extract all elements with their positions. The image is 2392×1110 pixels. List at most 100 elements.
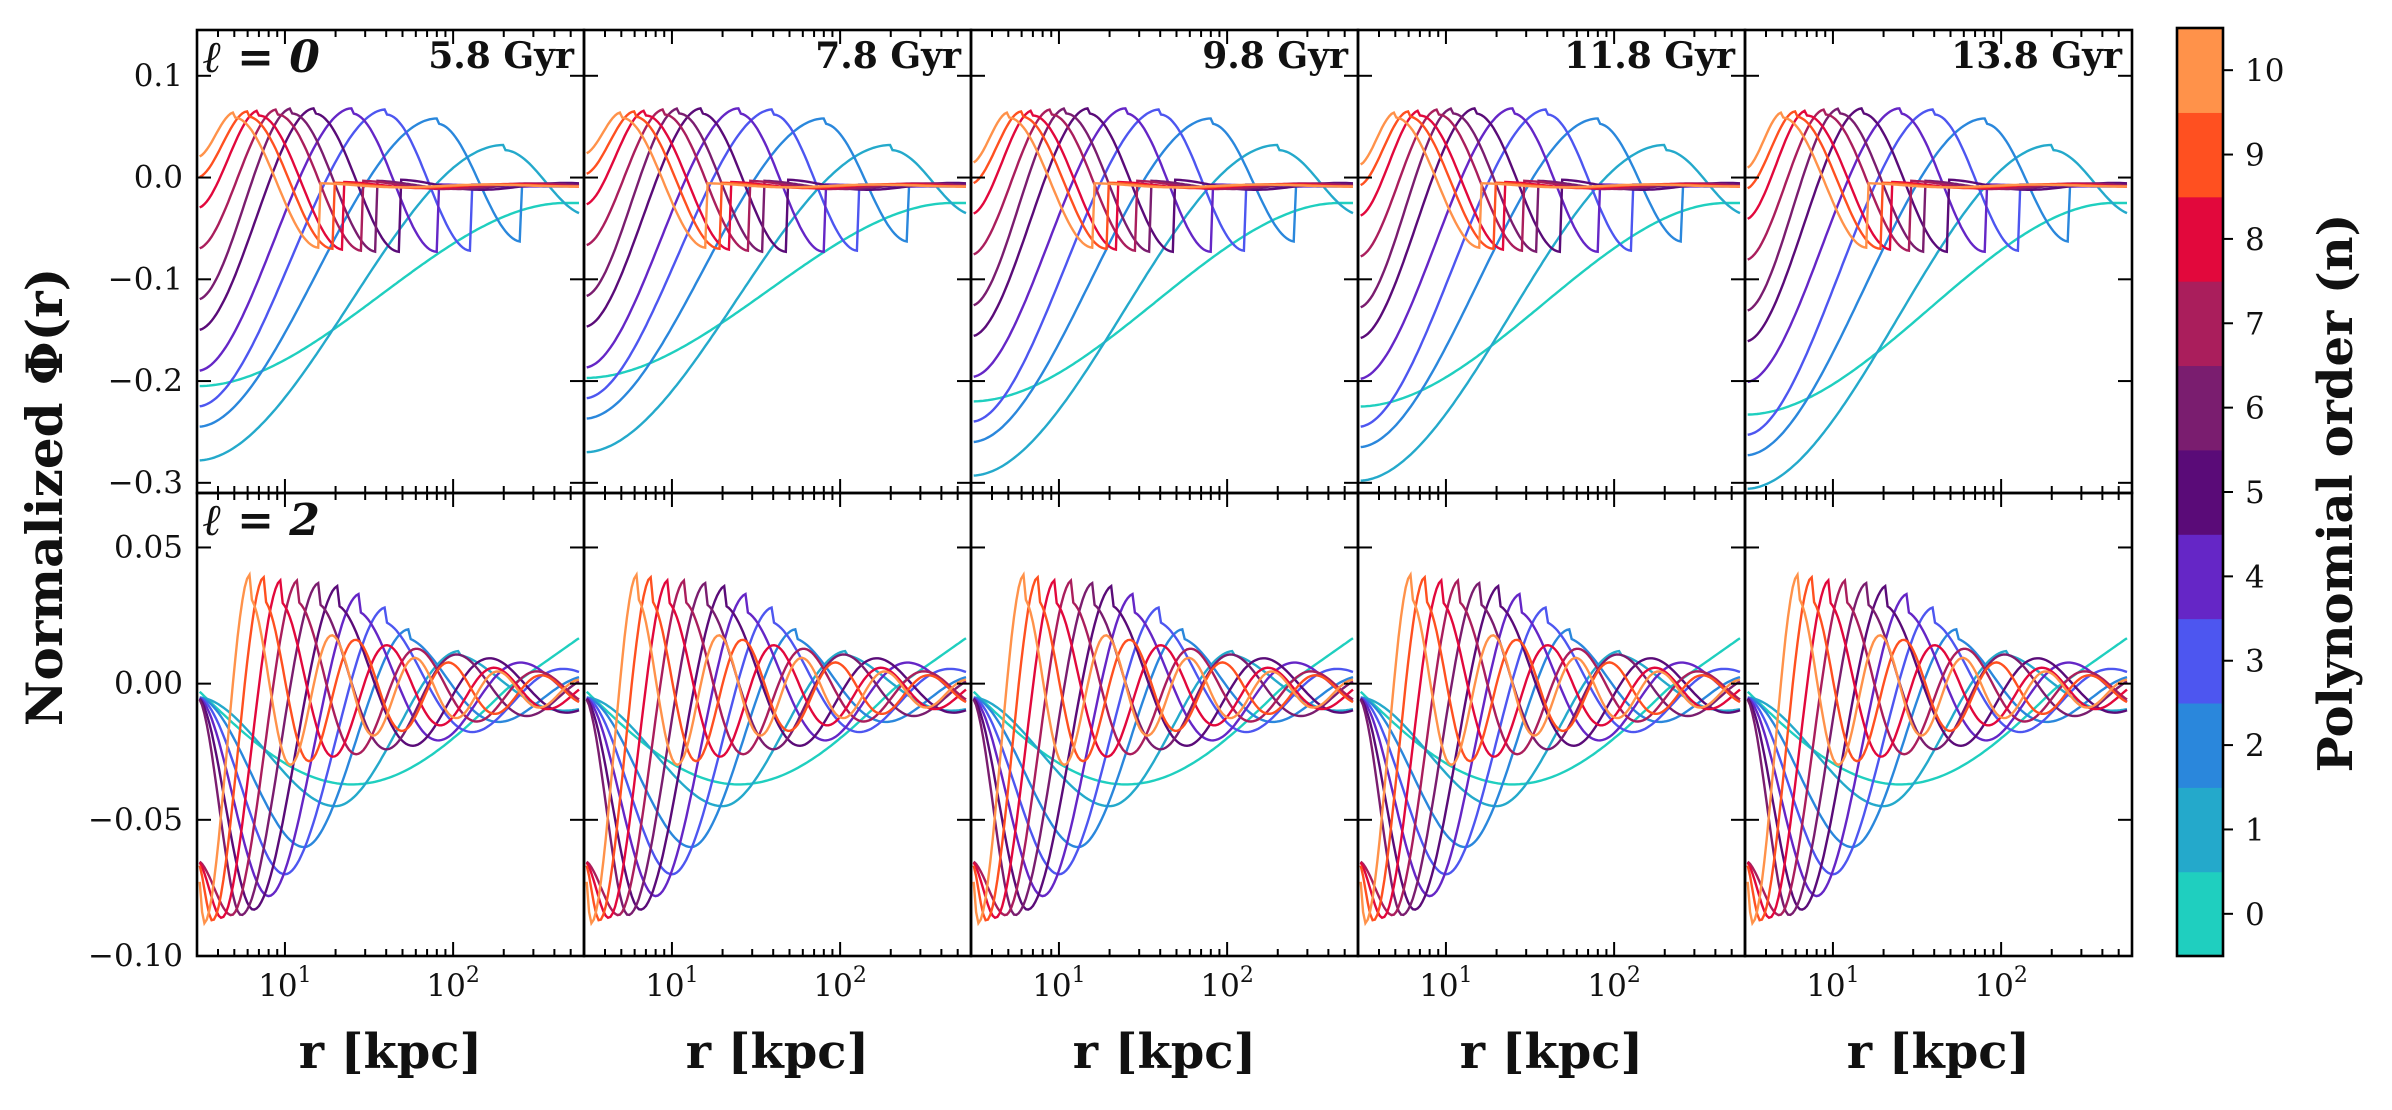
colorbar-tick-label: 3: [2245, 644, 2265, 680]
series-line-n0: [1360, 201, 1740, 408]
colorbar-segment-n10: [2177, 28, 2223, 113]
series-line-n4: [973, 107, 1353, 378]
y-tick-label: 0.00: [114, 666, 183, 702]
x-axis-label: r [kpc]: [1847, 1024, 2030, 1080]
series-line-n1: [1747, 649, 2128, 808]
x-axis-label: r [kpc]: [686, 1024, 869, 1080]
x-tick-label: 101: [1419, 963, 1472, 1004]
panel-r1-c0: 0.05 0.00 −0.05 −0.10 101 102 ℓ = 2: [88, 491, 586, 1004]
x-tick-label: 101: [1806, 963, 1859, 1004]
colorbar-tick-label: 2: [2245, 728, 2265, 764]
series-line-n4: [1746, 592, 2128, 898]
colorbar-segment-n4: [2177, 534, 2223, 620]
panel-r0-c1: 7.8 Gyr: [582, 28, 973, 495]
curves: [1746, 107, 2128, 490]
y-tick-label: 0.1: [134, 58, 183, 94]
series-line-n10: [586, 111, 966, 250]
series-line-n1: [586, 649, 967, 808]
y-tick-label: −0.2: [108, 363, 183, 399]
panel-r0-c3: 11.8 Gyr: [1356, 28, 1747, 495]
colorbar-segment-n3: [2177, 618, 2223, 704]
x-tick-label: 102: [1587, 963, 1640, 1004]
colorbar-segment-n2: [2177, 702, 2223, 788]
time-label: 7.8 Gyr: [815, 35, 962, 77]
x-tick-label: 102: [1200, 963, 1253, 1004]
series-line-n4: [198, 592, 580, 898]
curves: [585, 571, 967, 927]
series-line-n8: [1746, 577, 2128, 920]
series-line-n0: [586, 201, 966, 380]
series-line-n4: [972, 592, 1354, 898]
colorbar-segment-n0: [2177, 871, 2223, 957]
series-line-n10: [1746, 111, 2127, 250]
series-line-n10: [972, 110, 1353, 250]
series-line-n1: [199, 143, 580, 462]
series-line-n5: [1360, 107, 1741, 340]
panel-r0-c0: 0.1 0.0 −0.1 −0.2 −0.3 5.8 Gyr ℓ = 0: [108, 28, 586, 501]
series-line-n5: [972, 583, 1354, 911]
panel-frame: [1356, 28, 1747, 495]
series-line-n10: [199, 111, 579, 250]
colorbar-tick-label: 9: [2245, 138, 2265, 174]
series-line-n0: [1747, 201, 2127, 416]
panel-grid: 0.1 0.0 −0.1 −0.2 −0.3 5.8 Gyr ℓ = 0 7.8 Gyr 9.8…: [88, 28, 2134, 1004]
time-label: 9.8 Gyr: [1202, 35, 1349, 77]
series-line-n1: [1747, 143, 2128, 490]
x-tick-label: 101: [258, 963, 311, 1004]
colorbar-label: Polynomial order (n): [2308, 214, 2364, 773]
series-line-n10: [1746, 571, 2128, 927]
series-line-n8: [1359, 577, 1741, 920]
series-line-n7: [199, 108, 580, 253]
series-line-n10: [1359, 571, 1741, 927]
panel-r1-c3: 101 102: [1356, 491, 1747, 1004]
series-line-n1: [1360, 143, 1741, 482]
series-line-n8: [198, 577, 580, 920]
panel-frame: [1743, 28, 2134, 495]
series-line-n4: [1747, 107, 2127, 384]
series-line-n9: [1359, 574, 1741, 922]
series-line-n2: [1360, 627, 1741, 849]
series-line-n1: [1360, 649, 1741, 808]
series-line-n1: [199, 649, 580, 808]
series-line-n2: [1747, 117, 2128, 457]
y-tick-label: −0.1: [108, 261, 183, 297]
series-line-n2: [973, 627, 1354, 849]
colorbar-tick-label: 4: [2245, 559, 2265, 595]
series-line-n5: [199, 107, 580, 331]
curves: [972, 571, 1354, 927]
series-line-n2: [1360, 117, 1741, 449]
panel-r1-c2: 101 102: [969, 491, 1360, 1004]
curves: [1746, 571, 2128, 927]
panel-frame: [195, 28, 586, 495]
colorbar-segment-n5: [2177, 449, 2223, 535]
series-line-n9: [585, 574, 967, 922]
colorbar-segment-n8: [2177, 196, 2223, 282]
series-line-n8: [585, 577, 967, 920]
panel-r1-c1: 101 102: [582, 491, 973, 1004]
x-axis-label: r [kpc]: [1073, 1024, 1256, 1080]
series-line-n9: [972, 574, 1354, 922]
x-axis-label: r [kpc]: [299, 1024, 482, 1080]
x-axis-labels: r [kpc] r [kpc] r [kpc] r [kpc] r [kpc]: [299, 1024, 2030, 1080]
series-line-n0: [199, 201, 579, 388]
x-tick-label: 101: [1032, 963, 1085, 1004]
series-line-n5: [1747, 107, 2128, 343]
series-line-n6: [1359, 580, 1741, 917]
colorbar-tick-label: 7: [2245, 306, 2265, 342]
series-line-n6: [972, 580, 1354, 917]
colorbar: 0 1 2 3 4 5 6 7 8 9 10: [2175, 26, 2284, 958]
panel-r0-c2: 9.8 Gyr: [969, 28, 1360, 495]
series-line-n1: [973, 143, 1354, 477]
time-label: 5.8 Gyr: [428, 35, 575, 77]
series-line-n9: [198, 574, 580, 922]
series-line-n5: [198, 583, 580, 911]
series-line-n3: [586, 108, 966, 400]
colorbar-segment-n6: [2177, 365, 2223, 451]
series-line-n2: [199, 117, 580, 428]
y-axis-label: Normalized Φ(r): [15, 268, 74, 726]
series-line-n6: [585, 580, 967, 917]
y-tick-label: 0.05: [114, 529, 183, 565]
time-label: 11.8 Gyr: [1564, 35, 1736, 77]
curves: [198, 571, 580, 927]
panel-r0-c4: 13.8 Gyr: [1743, 28, 2134, 495]
